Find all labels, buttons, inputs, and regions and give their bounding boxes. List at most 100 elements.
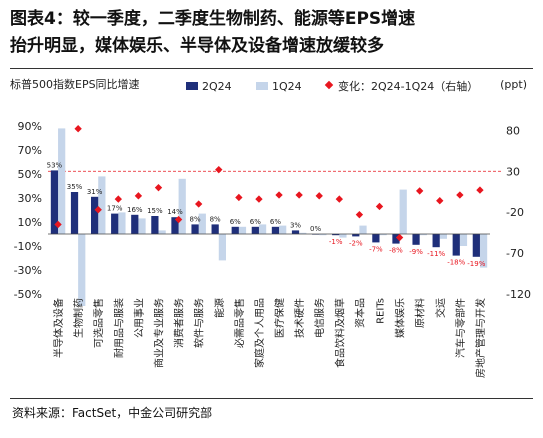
- bar-2q24: [251, 226, 259, 234]
- chart-subtitle: 标普500指数EPS同比增速: [10, 77, 140, 91]
- marker-change: [54, 220, 62, 229]
- data-label-2q24: -19%: [467, 260, 485, 268]
- bar-1q24: [118, 212, 126, 234]
- category-label: 家庭及个人用品: [253, 298, 266, 368]
- category-label: 必需品零售: [233, 298, 246, 348]
- marker-change: [436, 197, 444, 205]
- marker-change: [154, 183, 163, 192]
- marker-change: [215, 165, 223, 174]
- marker-change: [476, 186, 484, 194]
- bar-1q24: [419, 234, 427, 236]
- data-label-2q24: 35%: [67, 183, 83, 191]
- bar-2q24: [70, 192, 79, 234]
- y-tick-label: 90%: [18, 120, 42, 133]
- category-label: 能源: [213, 298, 226, 318]
- bar-2q24: [111, 213, 119, 234]
- marker-change: [94, 206, 102, 214]
- category-label: 耐用品与服装: [112, 298, 125, 358]
- bar-1q24: [459, 234, 468, 246]
- category-label: 生物制药: [72, 298, 85, 338]
- category-label: 可选品零售: [92, 298, 105, 348]
- marker-change: [74, 125, 82, 133]
- legend-label-change: 变化：2Q24-1Q24（右轴）: [338, 79, 478, 93]
- y-tick-label: -30%: [14, 264, 42, 277]
- eps-growth-chart: 标普500指数EPS同比增速 (ppt) 2Q24 1Q24 变化：2Q24-1Q24（…: [10, 77, 531, 378]
- chart-title: 图表4：较一季度，二季度生物制药、能源等EPS增速 抬升明显，媒体娱乐、半导体及…: [10, 6, 535, 60]
- bar-1q24: [339, 234, 347, 238]
- bar-1q24: [198, 213, 206, 234]
- category-label: 食品饮料及烟草: [333, 298, 346, 368]
- bar-1q24: [78, 234, 86, 306]
- bar-1q24: [399, 189, 407, 234]
- source-note: 资料来源：FactSet，中金公司研究部: [12, 406, 213, 420]
- category-label: 商业及专业服务: [153, 298, 166, 368]
- data-label-2q24: 31%: [87, 188, 103, 196]
- data-label-2q24: 3%: [290, 221, 301, 229]
- marker-change: [355, 210, 364, 219]
- marker-change: [375, 202, 384, 211]
- marker-change: [395, 233, 404, 242]
- data-label-2q24: -7%: [369, 245, 383, 253]
- bar-2q24: [211, 224, 219, 234]
- marker-change: [235, 193, 243, 202]
- legend-swatch-1q24: [256, 82, 268, 90]
- data-label-2q24: 0%: [310, 225, 321, 233]
- bar-2q24: [332, 234, 340, 236]
- category-label: 公用事业: [132, 298, 145, 338]
- bar-2q24: [372, 234, 380, 243]
- category-label: 原材料: [414, 298, 427, 328]
- legend-label-1q24: 1Q24: [272, 80, 302, 93]
- data-label-2q24: 15%: [147, 207, 163, 215]
- y-tick-label: 30%: [18, 192, 42, 205]
- bar-1q24: [218, 234, 227, 261]
- marker-change: [195, 200, 203, 208]
- bar-1q24: [279, 225, 287, 234]
- source-divider: [10, 398, 533, 399]
- bar-1q24: [359, 225, 367, 234]
- bar-1q24: [258, 224, 267, 234]
- bar-1q24: [479, 234, 488, 268]
- category-label: REITs: [376, 298, 387, 324]
- marker-change: [174, 215, 183, 224]
- data-label-2q24: -1%: [329, 238, 343, 246]
- category-label: 医疗保健: [273, 298, 286, 338]
- marker-change: [456, 191, 464, 199]
- bar-2q24: [131, 214, 139, 234]
- y-tick-label: -50%: [14, 288, 42, 301]
- bar-1q24: [439, 234, 448, 239]
- y2-tick-label: 80: [506, 124, 520, 137]
- bar-2q24: [271, 226, 280, 234]
- bar-2q24: [291, 230, 300, 234]
- bar-1q24: [58, 128, 66, 234]
- y-tick-label: 10%: [18, 216, 42, 229]
- category-label: 软件与服务: [193, 298, 206, 348]
- marker-change: [335, 195, 343, 203]
- category-label: 汽车与零部件: [454, 298, 467, 358]
- bar-2q24: [151, 216, 159, 234]
- data-label-2q24: 8%: [190, 215, 201, 223]
- bar-2q24: [231, 226, 239, 234]
- y-tick-label: 50%: [18, 168, 42, 181]
- category-label: 电信服务: [313, 298, 326, 338]
- data-label-2q24: 8%: [210, 215, 221, 223]
- data-label-2q24: -2%: [349, 239, 363, 247]
- legend-swatch-2q24: [186, 82, 198, 90]
- bar-1q24: [158, 230, 166, 234]
- bar-2q24: [432, 234, 440, 248]
- bar-2q24: [90, 196, 99, 234]
- data-label-2q24: -18%: [447, 259, 465, 267]
- bar-2q24: [171, 217, 179, 234]
- chart-title-line-1: 图表4：较一季度，二季度生物制药、能源等EPS增速: [10, 9, 416, 29]
- data-label-2q24: -11%: [427, 250, 445, 258]
- y2-tick-label: 30: [506, 165, 520, 178]
- category-label: 技术硬件: [293, 298, 306, 338]
- marker-change: [275, 191, 283, 199]
- bar-2q24: [191, 224, 199, 234]
- data-label-2q24: 6%: [250, 218, 261, 226]
- legend-label-2q24: 2Q24: [202, 80, 232, 93]
- bar-1q24: [238, 226, 247, 234]
- category-label: 房地产管理与开发: [474, 298, 487, 378]
- bar-1q24: [379, 234, 387, 236]
- data-label-2q24: 16%: [127, 206, 143, 214]
- bar-1q24: [299, 232, 307, 234]
